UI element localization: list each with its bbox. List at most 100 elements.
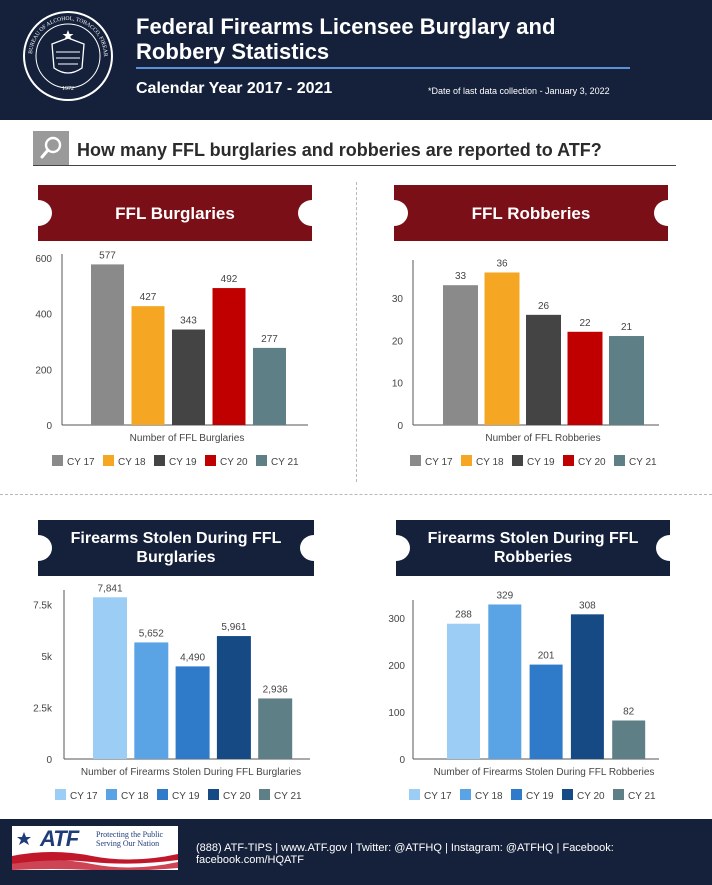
- data-label: 22: [579, 318, 591, 329]
- bar: [443, 285, 478, 425]
- data-label: 36: [496, 258, 508, 269]
- bar: [609, 336, 644, 425]
- legend-label: CY 20: [223, 791, 251, 802]
- y-tick-label: 5k: [41, 652, 53, 663]
- legend-swatch: [259, 789, 270, 800]
- legend-swatch: [157, 789, 168, 800]
- bar: [175, 666, 210, 759]
- legend-label: CY 18: [475, 791, 503, 802]
- legend-label: CY 21: [628, 791, 656, 802]
- search-icon: [33, 131, 69, 165]
- y-tick-label: 200: [35, 365, 52, 376]
- legend-label: CY 20: [578, 457, 606, 468]
- tagline-line-1: Protecting the Public: [96, 830, 164, 839]
- data-label: 21: [621, 322, 633, 333]
- bar: [484, 272, 520, 425]
- header-band: [0, 0, 712, 120]
- legend-swatch: [55, 789, 66, 800]
- question-underline: [33, 165, 676, 166]
- legend-swatch: [614, 455, 625, 466]
- legend-swatch: [511, 789, 522, 800]
- y-tick-label: 400: [35, 310, 52, 321]
- legend-label: CY 19: [526, 791, 554, 802]
- y-tick-label: 600: [35, 254, 52, 265]
- bar: [567, 331, 603, 425]
- legend-label: CY 17: [424, 791, 452, 802]
- bar: [253, 347, 286, 425]
- data-label: 201: [538, 651, 555, 662]
- atf-logo: ATF Protecting the Public Serving Our Na…: [12, 826, 178, 870]
- atf-seal-logo: BUREAU OF ALCOHOL, TOBACCO, FIREARMS AND…: [22, 10, 113, 101]
- legend-label: CY 19: [527, 457, 555, 468]
- legend-label: CY 19: [169, 457, 197, 468]
- y-tick-label: 0: [46, 421, 52, 432]
- tagline-line-2: Serving Our Nation: [96, 839, 160, 848]
- legend-label: CY 17: [70, 791, 98, 802]
- y-tick-label: 0: [399, 755, 405, 766]
- banner-firearms-stolen-burglaries: Firearms Stolen During FFL Burglaries: [24, 520, 328, 576]
- subtitle: Calendar Year 2017 - 2021: [136, 80, 333, 97]
- contact-links: (888) ATF-TIPS | www.ATF.gov | Twitter: …: [196, 842, 614, 866]
- data-label: 308: [579, 600, 596, 611]
- y-tick-label: 30: [392, 294, 404, 305]
- y-tick-label: 0: [46, 755, 52, 766]
- legend-swatch: [461, 455, 472, 466]
- data-label: 277: [261, 334, 278, 345]
- bar: [172, 329, 205, 425]
- bar: [134, 642, 169, 759]
- legend-label: CY 17: [67, 457, 95, 468]
- legend-swatch: [562, 789, 573, 800]
- legend-label: CY 18: [476, 457, 504, 468]
- legend-swatch: [460, 789, 471, 800]
- question-heading: How many FFL burglaries and robberies ar…: [77, 140, 602, 160]
- data-label: 329: [496, 590, 513, 601]
- legend-swatch: [154, 455, 165, 466]
- data-label: 577: [99, 250, 116, 261]
- banner-title: Firearms Stolen During FFL Robberies: [427, 530, 639, 566]
- bar: [570, 614, 604, 759]
- legend-label: CY 21: [271, 457, 299, 468]
- data-label: 7,841: [97, 583, 122, 594]
- x-axis-label: Number of FFL Burglaries: [130, 433, 245, 444]
- legend-swatch: [208, 789, 219, 800]
- x-axis-label: Number of Firearms Stolen During FFL Bur…: [81, 767, 301, 778]
- legend-swatch: [512, 455, 523, 466]
- data-label: 5,652: [139, 628, 164, 639]
- bar: [131, 306, 165, 425]
- bar: [258, 698, 293, 759]
- svg-text:1972: 1972: [62, 86, 74, 92]
- legend-swatch: [613, 789, 624, 800]
- vertical-divider: [356, 182, 357, 482]
- legend-label: CY 20: [577, 791, 605, 802]
- bar: [91, 264, 124, 425]
- y-tick-label: 200: [388, 661, 405, 672]
- data-label: 82: [623, 706, 635, 717]
- title-underline: [136, 67, 630, 69]
- atf-tagline: Protecting the Public Serving Our Nation: [96, 830, 163, 848]
- banner-title: FFL Burglaries: [115, 203, 235, 223]
- banner-ffl-burglaries: FFL Burglaries: [24, 185, 326, 241]
- banner-ffl-robberies: FFL Robberies: [380, 185, 682, 241]
- data-label: 492: [221, 274, 238, 285]
- bar: [216, 636, 251, 759]
- y-tick-label: 300: [388, 614, 405, 625]
- bar: [447, 623, 480, 759]
- legend-label: CY 20: [220, 457, 248, 468]
- bar: [529, 664, 563, 759]
- legend-swatch: [103, 455, 114, 466]
- y-tick-label: 2.5k: [33, 703, 53, 714]
- horizontal-divider: [0, 494, 712, 495]
- data-label: 427: [140, 292, 157, 303]
- y-tick-label: 0: [397, 421, 403, 432]
- legend-swatch: [256, 455, 267, 466]
- data-label: 288: [455, 610, 472, 621]
- x-axis-label: Number of Firearms Stolen During FFL Rob…: [434, 767, 655, 778]
- data-collection-note: *Date of last data collection - January …: [428, 86, 610, 96]
- bar: [612, 720, 646, 759]
- legend-swatch: [205, 455, 216, 466]
- y-tick-label: 7.5k: [33, 600, 53, 611]
- legend-label: CY 18: [118, 457, 146, 468]
- title-line-2: Robbery Statistics: [136, 39, 330, 64]
- y-tick-label: 10: [392, 379, 404, 390]
- legend-label: CY 18: [121, 791, 149, 802]
